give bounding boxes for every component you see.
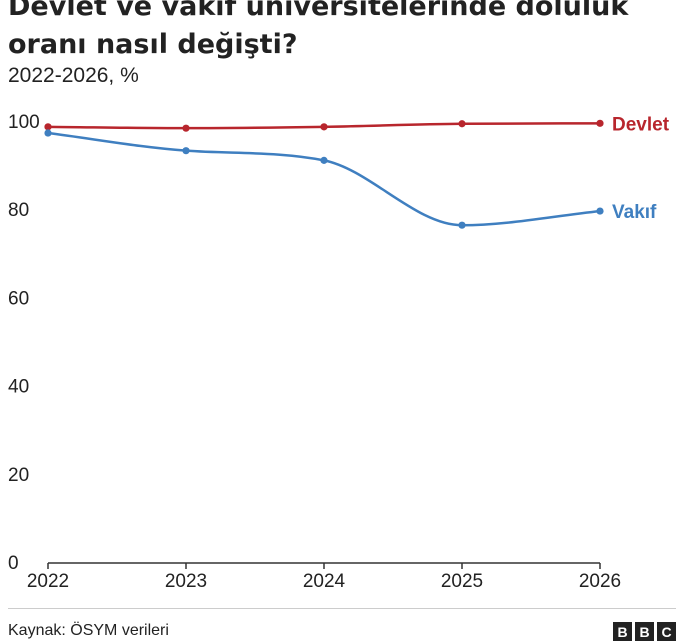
- y-tick-label: 60: [8, 288, 29, 309]
- data-point-devlet: [320, 123, 328, 131]
- data-point-vak-f: [182, 147, 190, 155]
- y-tick-label: 40: [8, 377, 29, 398]
- x-tick-label: 2022: [27, 571, 69, 592]
- y-tick-label: 80: [8, 200, 29, 221]
- y-axis-ticks: 0 20 40 60 80 100: [8, 112, 40, 574]
- y-tick-label: 100: [8, 112, 40, 133]
- x-tick-label: 2024: [303, 571, 346, 592]
- data-point-vak-f: [320, 156, 328, 164]
- chart-title: Devlet ve vakıf üniversitelerinde dolulu…: [8, 0, 629, 60]
- footer-divider: [8, 608, 676, 609]
- series-layer: Devlet Vakıf: [44, 114, 670, 229]
- y-tick-label: 20: [8, 465, 29, 486]
- logo-letter: B: [635, 622, 654, 641]
- series-label-devlet: Devlet: [612, 114, 670, 135]
- data-point-vak-f: [44, 129, 52, 137]
- data-point-devlet: [458, 120, 466, 128]
- data-point-vak-f: [596, 207, 604, 215]
- logo-letter: C: [657, 622, 676, 641]
- source-note: Kaynak: ÖSYM verileri: [8, 622, 169, 639]
- series-label-vak-f: Vakıf: [612, 202, 657, 223]
- logo-letter: B: [613, 622, 632, 641]
- data-point-devlet: [596, 119, 604, 127]
- bbc-logo: B B C: [613, 622, 676, 641]
- x-tick-label: 2023: [165, 571, 207, 592]
- chart-subtitle: 2022-2026, %: [8, 64, 139, 87]
- x-tick-label: 2025: [441, 571, 483, 592]
- x-tick-label: 2026: [579, 571, 621, 592]
- data-point-devlet: [182, 124, 190, 132]
- series-line-vak-f: [47, 131, 601, 227]
- y-tick-label: 0: [8, 553, 19, 574]
- line-chart: 0 20 40 60 80 100 2022 2023 2024 2025 2026 Devlet…: [8, 112, 670, 592]
- data-point-vak-f: [458, 221, 466, 229]
- data-point-devlet: [44, 123, 52, 131]
- x-axis: 2022 2023 2024 2025 2026: [27, 562, 621, 592]
